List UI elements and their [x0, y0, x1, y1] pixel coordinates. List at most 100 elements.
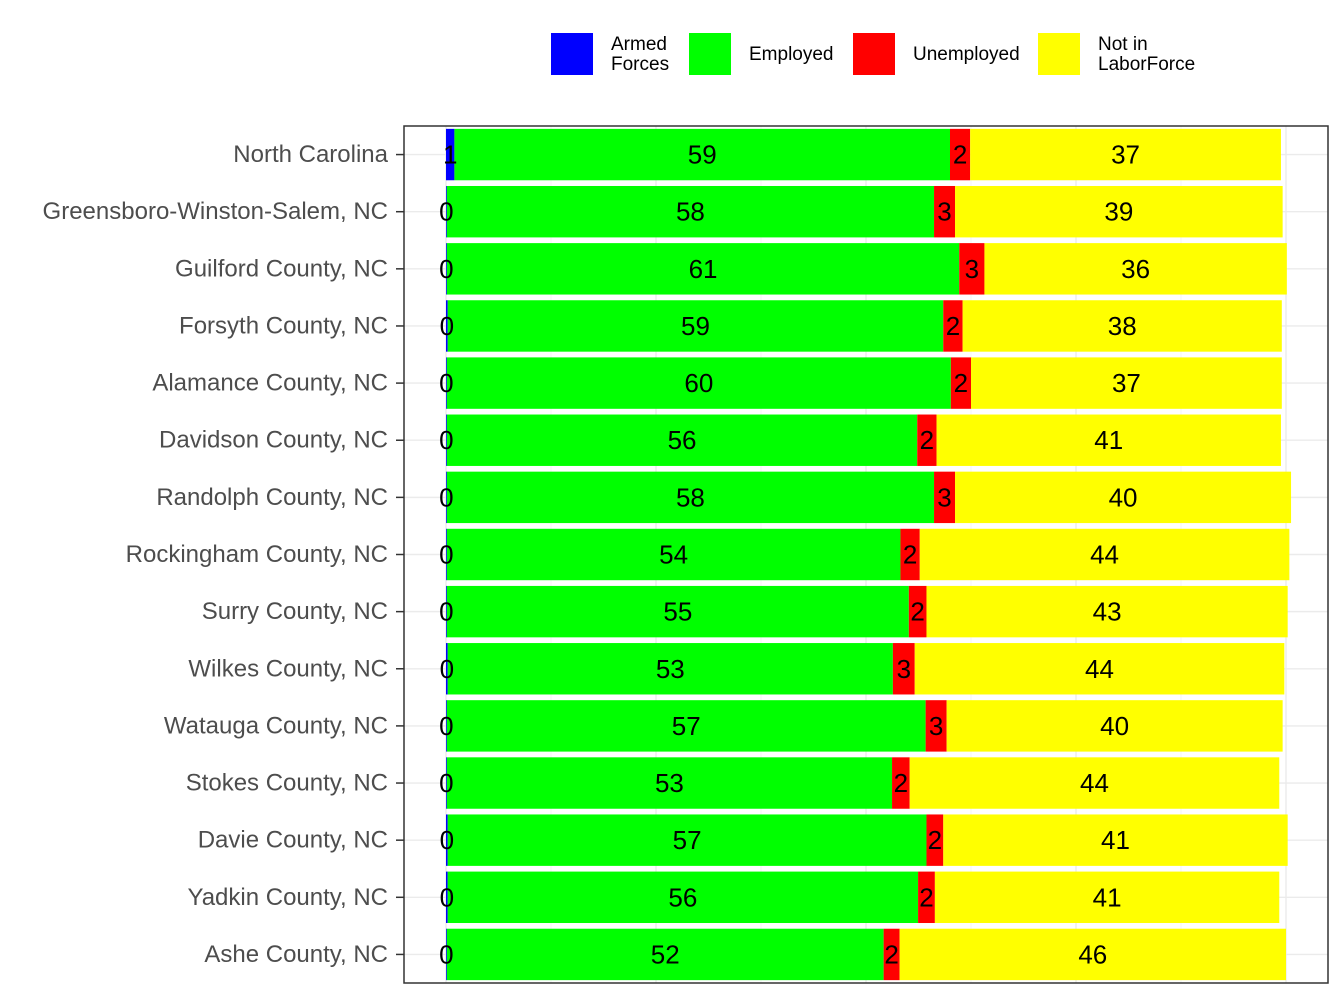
data-label-armed-forces: 0: [439, 197, 453, 227]
bar-unemployed: [908, 585, 927, 638]
y-tick-label: Davie County, NC: [198, 827, 388, 854]
data-label-unemployed: 3: [937, 197, 951, 227]
bar-unemployed: [925, 700, 947, 752]
data-label-unemployed: 2: [884, 939, 898, 969]
data-labels: 1 59 2 37 0 58 3 39 0 61 3 36 0 59 2 38 0 60 2 37 0 56 2 41 0 58 3…: [439, 140, 1150, 970]
data-label-armed-forces: 0: [439, 711, 453, 741]
legend-key-armed-forces: [551, 33, 593, 75]
bar-employed: [446, 357, 951, 409]
bar-armed-forces: [446, 471, 447, 524]
bar-employed: [446, 928, 884, 981]
data-label-not-in-laborforce: 41: [1093, 882, 1122, 912]
y-tick-label: Guilford County, NC: [175, 255, 388, 282]
data-label-employed: 61: [689, 254, 718, 284]
bar-employed: [446, 528, 901, 581]
bar-unemployed: [892, 643, 915, 695]
data-label-not-in-laborforce: 38: [1108, 311, 1137, 341]
bar-employed: [446, 471, 935, 524]
bar-employed: [446, 185, 935, 238]
data-label-not-in-laborforce: 43: [1093, 597, 1122, 627]
y-tick-label: Greensboro-Winston-Salem, NC: [43, 198, 388, 225]
data-label-not-in-laborforce: 37: [1112, 368, 1141, 398]
data-label-not-in-laborforce: 39: [1104, 197, 1133, 227]
bar-armed-forces: [446, 643, 448, 695]
data-label-armed-forces: 0: [439, 540, 453, 570]
data-label-unemployed: 2: [910, 597, 924, 627]
y-tick-label: Ashe County, NC: [204, 941, 388, 968]
bar-armed-forces: [446, 128, 455, 181]
data-label-employed: 59: [681, 311, 710, 341]
data-label-armed-forces: 0: [439, 939, 453, 969]
bar-employed: [454, 128, 950, 181]
data-label-employed: 58: [676, 482, 705, 512]
data-label-not-in-laborforce: 41: [1101, 825, 1130, 855]
bar-not-in-laborforce: [899, 928, 1286, 981]
data-label-not-in-laborforce: 46: [1078, 939, 1107, 969]
data-label-employed: 53: [656, 654, 685, 684]
data-label-unemployed: 2: [928, 825, 942, 855]
legend-label-armed-forces: Armed Forces: [611, 34, 669, 75]
bar-unemployed: [917, 414, 937, 466]
bar-employed: [447, 643, 893, 695]
data-label-armed-forces: 0: [439, 425, 453, 455]
bar-unemployed: [943, 300, 963, 352]
bar-not-in-laborforce: [914, 643, 1285, 695]
bar-employed: [446, 700, 926, 752]
data-label-unemployed: 3: [937, 482, 951, 512]
data-label-unemployed: 2: [919, 882, 933, 912]
bar-unemployed: [959, 243, 985, 295]
data-label-armed-forces: 1: [443, 140, 457, 170]
bar-employed: [447, 814, 927, 866]
data-label-not-in-laborforce: 44: [1090, 540, 1119, 570]
bar-not-in-laborforce: [909, 757, 1280, 809]
data-label-not-in-laborforce: 44: [1080, 768, 1109, 798]
data-label-armed-forces: 0: [440, 882, 454, 912]
bar-armed-forces: [446, 300, 448, 352]
data-label-armed-forces: 0: [439, 254, 453, 284]
bar-armed-forces: [446, 757, 447, 809]
bar-unemployed: [900, 528, 920, 581]
bar-armed-forces: [446, 528, 447, 581]
bar-not-in-laborforce: [946, 700, 1283, 752]
bar-not-in-laborforce: [970, 128, 1281, 181]
bar-unemployed: [918, 871, 935, 924]
data-label-armed-forces: 0: [439, 768, 453, 798]
data-label-employed: 53: [655, 768, 684, 798]
data-label-armed-forces: 0: [439, 597, 453, 627]
data-label-unemployed: 3: [897, 654, 911, 684]
y-tick-label: Randolph County, NC: [156, 484, 388, 511]
bar-employed: [446, 585, 909, 638]
data-label-unemployed: 2: [894, 768, 908, 798]
y-tick-label: North Carolina: [233, 141, 388, 168]
bar-unemployed: [950, 128, 971, 181]
data-label-employed: 60: [684, 368, 713, 398]
data-label-not-in-laborforce: 40: [1109, 482, 1138, 512]
data-label-not-in-laborforce: 37: [1111, 140, 1140, 170]
bar-armed-forces: [446, 700, 447, 752]
y-tick-label: Alamance County, NC: [152, 370, 388, 397]
y-tick-label: Surry County, NC: [202, 598, 388, 625]
data-label-unemployed: 2: [953, 140, 967, 170]
data-label-employed: 56: [668, 882, 697, 912]
y-axis: North Carolina Greensboro-Winston-Salem, …: [43, 141, 404, 968]
legend-key-unemployed: [853, 33, 895, 75]
data-label-armed-forces: 0: [440, 654, 454, 684]
data-label-armed-forces: 0: [440, 311, 454, 341]
bar-not-in-laborforce: [926, 585, 1288, 638]
bar-not-in-laborforce: [934, 871, 1280, 924]
bar-not-in-laborforce: [936, 414, 1281, 466]
bar-unemployed: [892, 757, 910, 809]
data-label-armed-forces: 0: [439, 482, 453, 512]
bar-not-in-laborforce: [984, 243, 1287, 295]
bar-armed-forces: [446, 814, 448, 866]
bar-unemployed: [934, 471, 956, 524]
legend-key-not-in-laborforce: [1038, 33, 1080, 75]
bar-not-in-laborforce: [955, 185, 1283, 238]
data-label-employed: 57: [673, 825, 702, 855]
data-label-unemployed: 3: [965, 254, 979, 284]
data-label-not-in-laborforce: 40: [1100, 711, 1129, 741]
y-tick-label: Watauga County, NC: [164, 712, 388, 739]
bar-not-in-laborforce: [955, 471, 1292, 524]
data-label-employed: 59: [688, 140, 717, 170]
